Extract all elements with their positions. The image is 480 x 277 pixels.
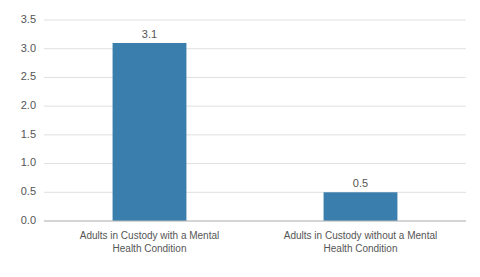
- y-tick-label: 3.5: [21, 13, 36, 25]
- x-axis: Adults in Custody with a Mental Health Co…: [80, 230, 437, 254]
- x-tick-label: Adults in Custody without a Mental Health…: [284, 230, 437, 254]
- y-tick-label: 2.0: [21, 99, 36, 111]
- grid-line: [44, 20, 466, 21]
- bars: [113, 43, 398, 221]
- y-tick-label: 0.0: [21, 214, 36, 226]
- y-tick-label: 3.0: [21, 42, 36, 54]
- grid-line: [44, 77, 466, 78]
- grid-line: [44, 134, 466, 135]
- grid-line: [44, 163, 466, 164]
- background: [0, 0, 480, 277]
- bar: [113, 43, 187, 221]
- y-tick-label: 1.5: [21, 128, 36, 140]
- x-tick-label-line: Adults in Custody without a Mental: [284, 230, 437, 241]
- grid: [44, 20, 466, 221]
- y-tick-label: 2.5: [21, 70, 36, 82]
- x-tick-label-line: Health Condition: [324, 243, 398, 254]
- x-axis-line: [44, 221, 466, 222]
- x-tick-label-line: Health Condition: [113, 243, 187, 254]
- data-label: 0.5: [353, 177, 368, 189]
- grid-line: [44, 221, 466, 222]
- bar: [324, 192, 398, 221]
- grid-line: [44, 192, 466, 193]
- grid-line: [44, 48, 466, 49]
- x-tick-label: Adults in Custody with a Mental Health Co…: [80, 230, 220, 254]
- y-tick-label: 0.5: [21, 185, 36, 197]
- y-axis: 0.0 0.5 1.0 1.5 2.0 2.5 3.0 3.5: [21, 13, 36, 226]
- x-tick-label-line: Adults in Custody with a Mental: [80, 230, 220, 241]
- y-tick-label: 1.0: [21, 156, 36, 168]
- chart-container: 0.0 0.5 1.0 1.5 2.0 2.5 3.0 3.5 3.1 0.5 Adults in …: [0, 0, 480, 277]
- chart-svg: 0.0 0.5 1.0 1.5 2.0 2.5 3.0 3.5 3.1 0.5 Adults in …: [0, 0, 480, 277]
- data-label: 3.1: [142, 28, 157, 40]
- grid-line: [44, 106, 466, 107]
- data-labels: 3.1 0.5: [142, 28, 368, 189]
